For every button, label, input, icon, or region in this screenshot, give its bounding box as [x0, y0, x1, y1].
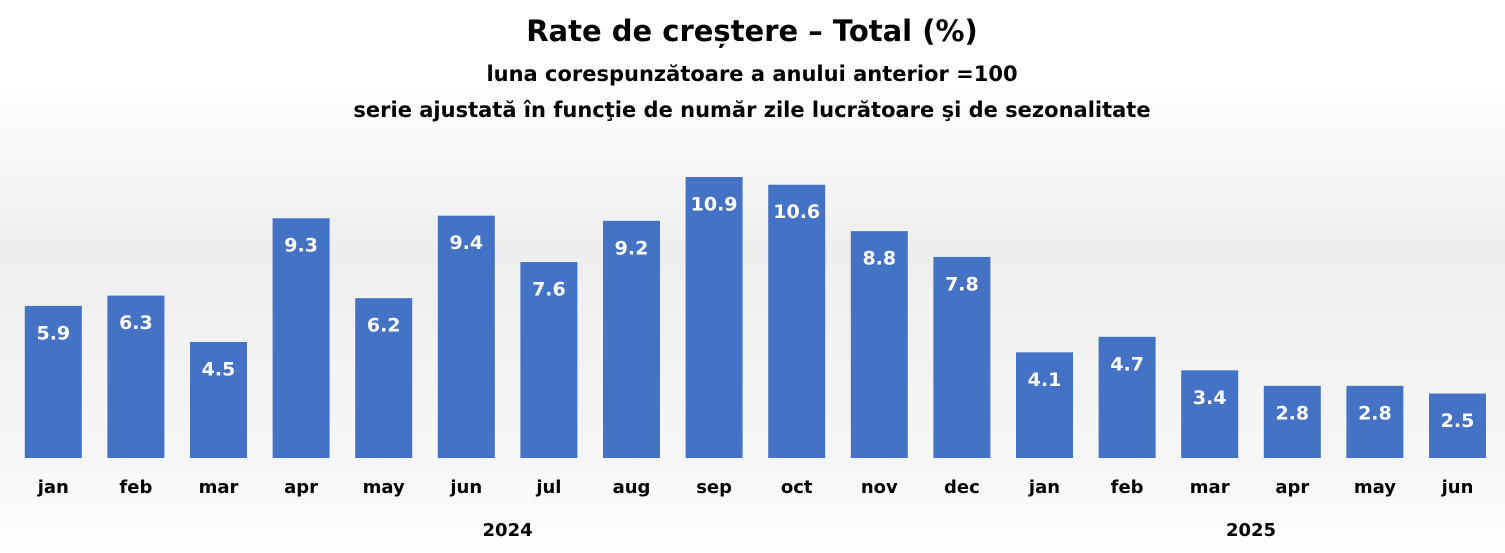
data-label: 5.9: [36, 322, 70, 344]
data-label: 7.6: [532, 279, 566, 301]
bar: [603, 220, 660, 458]
bar: [1181, 370, 1239, 458]
bar: [107, 295, 165, 458]
x-tick-label: dec: [944, 477, 980, 498]
data-label: 10.9: [691, 194, 738, 216]
chart-subtitle: serie ajustată în funcţie de număr zile …: [353, 98, 1150, 122]
bar: [1346, 385, 1404, 458]
data-label: 6.3: [119, 312, 153, 334]
chart-subtitle: luna corespunzătoare a anului anterior =…: [486, 62, 1017, 86]
bar: [768, 184, 826, 458]
data-label: 2.8: [1275, 402, 1309, 424]
bar: [1016, 352, 1073, 458]
x-tick-label: jan: [1028, 477, 1060, 498]
data-label: 10.6: [773, 201, 820, 223]
x-tick-label: apr: [1275, 477, 1309, 498]
bar: [850, 231, 908, 458]
bar: [272, 218, 330, 458]
bar: [24, 305, 82, 458]
bar: [933, 256, 991, 458]
bar: [190, 341, 247, 458]
bar: [1098, 336, 1156, 458]
x-tick-label: sep: [696, 477, 732, 498]
x-tick-label: jul: [535, 477, 561, 498]
x-tick-label: jun: [1441, 477, 1474, 498]
data-label: 4.7: [1110, 353, 1144, 375]
data-label: 4.1: [1028, 369, 1062, 391]
x-tick-label: mar: [1190, 477, 1230, 498]
chart-title: Rate de creștere – Total (%): [526, 14, 978, 48]
data-label: 8.8: [862, 248, 896, 270]
x-tick-label: oct: [781, 477, 813, 498]
data-label: 4.5: [202, 358, 236, 380]
bar: [437, 215, 495, 458]
bar: [685, 177, 743, 458]
x-tick-label: may: [1354, 477, 1396, 498]
data-label: 2.8: [1358, 402, 1392, 424]
bar: [520, 262, 578, 458]
x-tick-label: apr: [284, 477, 318, 498]
x-tick-label: mar: [199, 477, 239, 498]
x-tick-label: jan: [37, 477, 69, 498]
x-tick-label: jun: [449, 477, 482, 498]
data-label: 7.8: [945, 273, 979, 295]
x-tick-label: nov: [861, 477, 898, 498]
data-label: 6.2: [367, 315, 401, 337]
data-label: 9.3: [284, 235, 318, 257]
x-tick-label: aug: [613, 477, 651, 498]
x-tick-label: may: [363, 477, 405, 498]
x-tick-label: feb: [119, 477, 152, 498]
group-label: 2025: [1226, 520, 1276, 541]
data-label: 2.5: [1441, 410, 1475, 432]
data-label: 9.2: [615, 237, 649, 259]
group-label: 2024: [483, 520, 533, 541]
bar: [1263, 385, 1321, 458]
data-label: 3.4: [1193, 387, 1227, 409]
data-label: 9.4: [449, 232, 483, 254]
bar: [355, 298, 413, 458]
bar: [1429, 393, 1486, 458]
x-tick-label: feb: [1111, 477, 1144, 498]
